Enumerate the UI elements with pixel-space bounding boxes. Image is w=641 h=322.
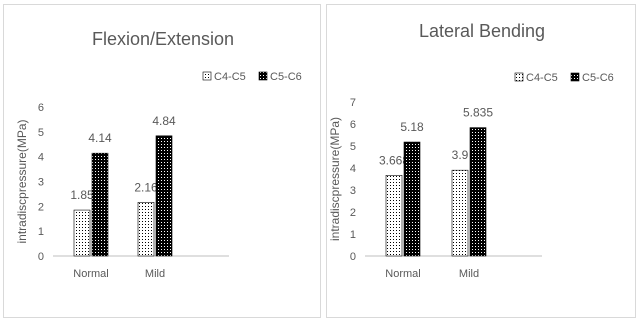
legend-label: C4-C5	[526, 72, 558, 84]
y-axis-label: intradiscpressure(MPa)	[328, 117, 342, 241]
data-label: 4.84	[152, 114, 176, 128]
bar-c5-c6-normal	[91, 152, 109, 257]
y-tick-label: 1	[38, 226, 44, 238]
bar-c4-c5-mild	[137, 202, 155, 257]
x-category-label: Normal	[385, 268, 420, 280]
legend-label: C5-C6	[270, 71, 302, 83]
chart-svg-flexion-extension: Flexion/Extension intradiscpressure(MPa) 0…	[15, 29, 302, 280]
data-label: 3.668	[379, 153, 409, 167]
x-category-label: Mild	[459, 268, 479, 280]
data-label: 3.9	[452, 148, 469, 162]
y-tick-label: 0	[350, 251, 356, 263]
y-tick-label: 4	[350, 163, 356, 175]
y-tick-label: 4	[38, 152, 44, 164]
chart-title: Flexion/Extension	[92, 29, 234, 49]
data-label: 5.18	[400, 120, 424, 134]
bar-c4-c5-normal	[73, 209, 91, 257]
data-label: 2.16	[134, 180, 158, 194]
y-tick-label: 5	[38, 127, 44, 139]
data-label: 5.835	[463, 106, 493, 120]
y-tick-label: 3	[350, 185, 356, 197]
chart-panel-lateral-bending: Lateral Bending intradiscpressure(MPa) 0 1 2…	[326, 4, 636, 318]
bar-c4-c5-mild	[451, 169, 469, 257]
y-tick-label: 1	[350, 229, 356, 241]
data-label: 1.85	[70, 188, 94, 202]
legend-swatch	[570, 72, 580, 82]
y-tick-label: 2	[350, 207, 356, 219]
bar-c4-c5-normal	[385, 175, 403, 257]
y-tick-label: 6	[38, 102, 44, 114]
bar-c5-c6-mild	[155, 135, 173, 257]
y-axis-label: intradiscpressure(MPa)	[15, 119, 29, 243]
legend-swatch	[514, 72, 524, 82]
y-tick-label: 5	[350, 141, 356, 153]
y-tick-label: 0	[38, 251, 44, 263]
x-category-label: Mild	[145, 268, 165, 280]
chart-title: Lateral Bending	[419, 21, 545, 41]
legend-swatch	[258, 71, 268, 81]
legend-label: C4-C5	[214, 71, 246, 83]
y-tick-label: 7	[350, 97, 356, 109]
x-category-label: Normal	[73, 268, 108, 280]
bar-c5-c6-normal	[403, 141, 421, 257]
legend-swatch	[202, 71, 212, 81]
chart-svg-lateral-bending: Lateral Bending intradiscpressure(MPa) 0 1 2…	[328, 21, 614, 280]
chart-panel-flexion-extension: Flexion/Extension intradiscpressure(MPa) 0…	[3, 4, 321, 318]
bar-c5-c6-mild	[469, 127, 487, 257]
y-tick-label: 2	[38, 201, 44, 213]
data-label: 4.14	[88, 131, 112, 145]
y-tick-label: 3	[38, 177, 44, 189]
legend-label: C5-C6	[582, 72, 614, 84]
y-tick-label: 6	[350, 119, 356, 131]
